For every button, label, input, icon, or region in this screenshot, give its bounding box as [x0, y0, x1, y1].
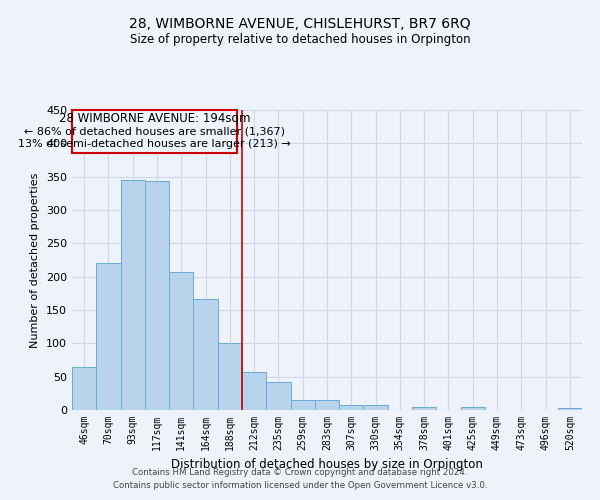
Bar: [145, 182, 169, 410]
Bar: [72, 366, 96, 410]
Bar: [364, 406, 388, 410]
Bar: [193, 298, 218, 410]
X-axis label: Distribution of detached houses by size in Orpington: Distribution of detached houses by size …: [171, 458, 483, 471]
Text: Size of property relative to detached houses in Orpington: Size of property relative to detached ho…: [130, 32, 470, 46]
Text: ← 86% of detached houses are smaller (1,367): ← 86% of detached houses are smaller (1,…: [24, 127, 285, 137]
Bar: [96, 264, 121, 410]
Bar: [558, 408, 582, 410]
Bar: [121, 180, 145, 410]
Bar: [339, 406, 364, 410]
Bar: [412, 406, 436, 410]
Bar: [169, 272, 193, 410]
Text: 28 WIMBORNE AVENUE: 194sqm: 28 WIMBORNE AVENUE: 194sqm: [59, 112, 250, 125]
Bar: [242, 372, 266, 410]
Bar: [266, 382, 290, 410]
Bar: [315, 400, 339, 410]
Y-axis label: Number of detached properties: Number of detached properties: [31, 172, 40, 348]
FancyBboxPatch shape: [72, 110, 237, 154]
Text: 28, WIMBORNE AVENUE, CHISLEHURST, BR7 6RQ: 28, WIMBORNE AVENUE, CHISLEHURST, BR7 6R…: [129, 18, 471, 32]
Bar: [290, 400, 315, 410]
Bar: [461, 406, 485, 410]
Text: Contains HM Land Registry data © Crown copyright and database right 2024.
Contai: Contains HM Land Registry data © Crown c…: [113, 468, 487, 490]
Text: 13% of semi-detached houses are larger (213) →: 13% of semi-detached houses are larger (…: [18, 139, 291, 149]
Bar: [218, 344, 242, 410]
